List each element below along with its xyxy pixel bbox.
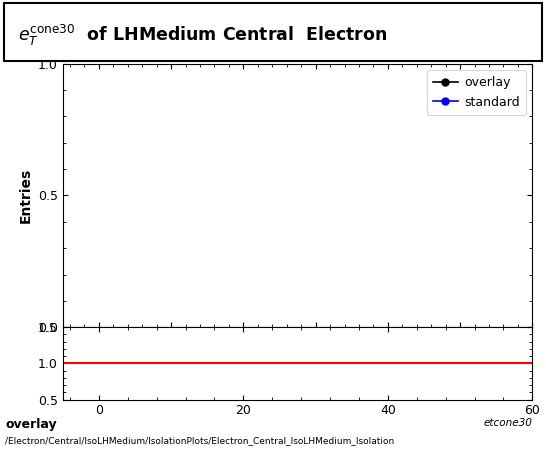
- Text: etcone30: etcone30: [483, 418, 532, 428]
- FancyBboxPatch shape: [4, 3, 542, 61]
- Text: /Electron/Central/IsoLHMedium/IsolationPlots/Electron_Central_IsoLHMedium_Isolat: /Electron/Central/IsoLHMedium/IsolationP…: [5, 437, 395, 445]
- Y-axis label: Entries: Entries: [19, 168, 32, 223]
- Legend: overlay, standard: overlay, standard: [427, 70, 526, 115]
- Text: overlay: overlay: [5, 418, 57, 431]
- Text: $e_T^{\rm cone30}$  of LHMedium Central  Electron: $e_T^{\rm cone30}$ of LHMedium Central E…: [18, 23, 387, 48]
